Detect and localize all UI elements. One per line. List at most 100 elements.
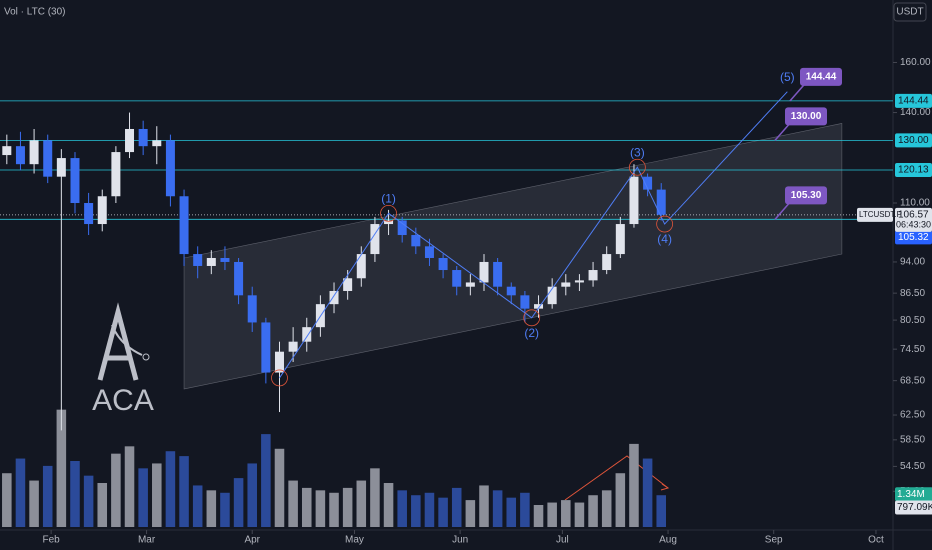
candle-body [493,261,503,287]
volume-bar [451,487,462,527]
candle-body [561,282,571,287]
y-tick-label: 140.00 [900,107,931,118]
volume-bar [588,495,598,527]
wave-label: (1) [381,192,396,206]
volume-bar [533,505,544,527]
volume-bar [220,492,230,527]
x-tick-label: Aug [659,535,677,546]
candle-body [152,140,162,147]
pivot-circle [628,158,646,176]
wave-label: (4) [657,232,672,246]
candle-body [274,351,284,373]
callout-box [785,107,827,126]
volume-bar [520,492,530,527]
volume-bar [29,480,39,527]
volume-bar [152,463,162,527]
y-tick-label: 160.00 [900,57,931,68]
candle-body [193,254,203,266]
volume-bar [111,453,121,527]
candle-body [574,280,584,283]
volume-bar [42,465,53,527]
y-tick-label: 86.50 [900,288,925,299]
pivot-circle [271,369,288,387]
arrow-head [660,483,670,491]
level-label: 120.13 [898,165,929,176]
candle-body [179,196,189,255]
volume-bar [301,487,312,527]
volume-label-box [895,487,932,502]
x-tick-label: Feb [43,535,61,546]
volume-bar [411,495,421,527]
candle-body [247,295,257,323]
volume-bar [179,456,189,527]
x-tick-label: Mar [138,535,156,546]
volume-bar [206,490,217,527]
y-tick-label: 68.50 [900,375,925,386]
level-label: 144.44 [898,95,929,106]
level-label: 130.00 [898,135,929,146]
x-tick-label: Jun [452,535,468,546]
symbol: LTCUSDT.P [859,210,902,219]
volume-bar [83,475,94,527]
currency-box[interactable] [893,2,927,22]
candle-body [520,295,530,309]
volume-bar [574,502,585,527]
candle-body [2,146,12,156]
candle-body [397,220,407,236]
volume-bar [342,487,353,527]
volume-bar [15,458,26,527]
wave-label: (2) [524,326,539,340]
volume-bar [192,485,203,527]
candle-body [56,158,66,177]
candle-body [15,146,25,165]
candle-body [588,270,598,281]
x-tick-label: Jul [556,535,569,546]
volume-bar [138,468,148,527]
channel [183,123,843,390]
volume-bar [479,485,489,527]
callout-pointer [774,123,790,141]
currency[interactable]: USDT [896,7,923,18]
callout-box [800,67,842,86]
y-tick-label: 58.50 [900,434,925,445]
volume-bar [629,443,639,527]
level-box [895,93,932,108]
candle-body [125,128,135,153]
candle-body [602,254,612,271]
candle-body [206,257,216,266]
candle-body [97,196,107,225]
candle-body [261,322,271,373]
volume-bar [465,500,476,527]
volume-bar [615,473,626,527]
candle-body [234,261,244,296]
callout-box [785,186,827,205]
y-tick-label: 54.50 [900,461,925,472]
candle-body [43,140,53,177]
volume-bar [492,490,503,527]
candle-body [84,203,94,225]
volume-bar [656,495,667,527]
logo: ACA [92,302,154,417]
candle-body [465,282,475,287]
candle-body [615,224,625,255]
candle-body [302,327,312,342]
pivot-circle [656,215,674,233]
symbol-box [857,207,893,222]
volume-bar [506,497,517,527]
callout-pointer [789,84,805,102]
volume-bar [288,480,298,527]
volume-bar [315,490,326,527]
volume-bar [97,483,108,527]
volume-label: 1.34M [897,489,925,500]
y-tick-label: 80.50 [900,315,925,326]
volume-bar [356,480,367,527]
volume-bar [56,409,67,527]
y-tick-label: 94.00 [900,257,925,268]
volume-label: 797.09K [897,502,932,513]
volume-bar [438,497,448,527]
candle-body [29,140,39,165]
candle-body [643,176,653,190]
candle-body [165,140,175,197]
